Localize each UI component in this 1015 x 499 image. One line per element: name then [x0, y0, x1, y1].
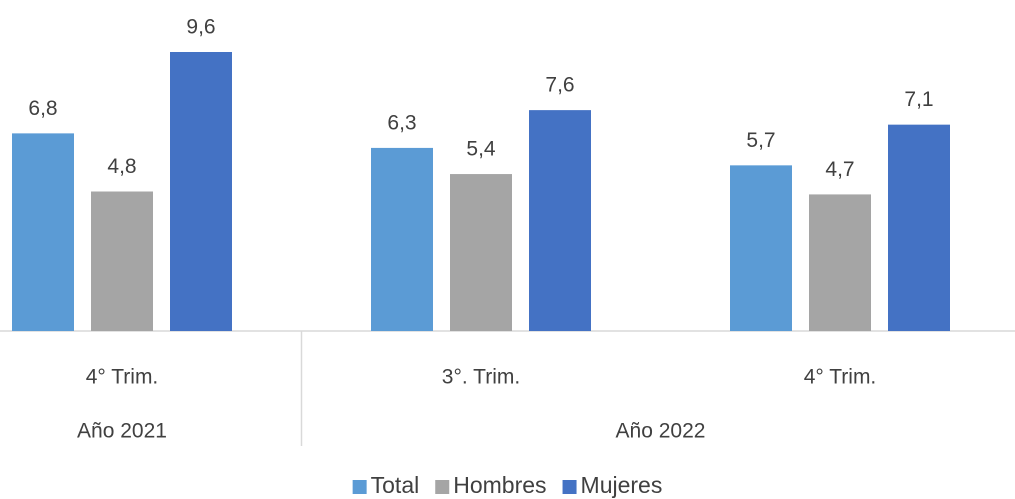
- data-label: 6,8: [28, 97, 57, 120]
- data-label: 5,4: [466, 138, 496, 161]
- bar: [371, 147, 433, 331]
- data-label: 7,1: [904, 88, 933, 111]
- legend-swatch: [352, 480, 367, 494]
- legend-swatch: [562, 480, 577, 494]
- bar: [12, 133, 74, 331]
- group-label: Año 2022: [616, 420, 706, 443]
- legend-label: Mujeres: [581, 472, 663, 498]
- bar: [730, 165, 792, 331]
- bar: [170, 52, 232, 331]
- data-label: 4,8: [107, 155, 136, 178]
- bar: [809, 194, 871, 331]
- bar: [529, 110, 591, 331]
- category-label: 4° Trim.: [804, 366, 877, 389]
- data-label: 4,7: [825, 158, 854, 181]
- bar: [91, 191, 153, 331]
- category-label: 3°. Trim.: [442, 366, 520, 389]
- legend-label: Hombres: [453, 472, 546, 498]
- data-label: 5,7: [746, 129, 775, 152]
- category-label: 4° Trim.: [86, 366, 159, 389]
- group-label: Año 2021: [77, 420, 167, 443]
- bar: [450, 174, 512, 331]
- data-label: 6,3: [387, 111, 416, 134]
- data-label: 7,6: [545, 74, 574, 97]
- data-label: 9,6: [186, 16, 215, 39]
- legend-swatch: [435, 480, 450, 494]
- bar: [888, 124, 950, 331]
- legend-label: Total: [371, 472, 420, 498]
